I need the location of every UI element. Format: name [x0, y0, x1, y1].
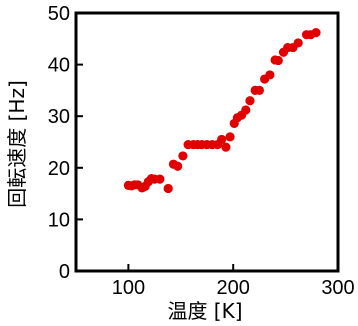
y-tick-label: 0	[59, 261, 70, 283]
data-point	[178, 151, 188, 161]
x-tick-label: 200	[217, 277, 250, 299]
y-tick-label: 20	[48, 158, 70, 180]
data-point	[217, 134, 227, 145]
x-tick-label: 300	[321, 277, 354, 299]
y-tick-label: 30	[48, 106, 70, 128]
y-tick-label: 50	[48, 3, 70, 25]
data-point	[254, 85, 264, 95]
x-axis-label: 温度 [K]	[167, 299, 242, 323]
data-point	[173, 161, 183, 171]
data-point	[245, 96, 255, 106]
data-point	[293, 38, 303, 48]
plot-frame	[74, 11, 340, 273]
y-tick-label: 40	[48, 55, 70, 77]
data-points	[123, 28, 321, 194]
y-axis-label: 回転速度 [Hz]	[5, 80, 29, 208]
data-point	[241, 105, 251, 115]
x-axis-ticks: 100 200 300	[112, 264, 355, 299]
data-point	[265, 70, 275, 80]
y-axis-ticks: 0 10 20 30 40 50	[48, 3, 83, 283]
x-tick-label: 100	[112, 277, 145, 299]
data-point	[311, 28, 321, 38]
data-point	[163, 183, 173, 194]
data-point	[155, 174, 165, 184]
y-tick-label: 10	[48, 209, 70, 231]
data-point	[273, 55, 283, 66]
data-point	[225, 132, 235, 142]
data-point	[221, 142, 231, 152]
